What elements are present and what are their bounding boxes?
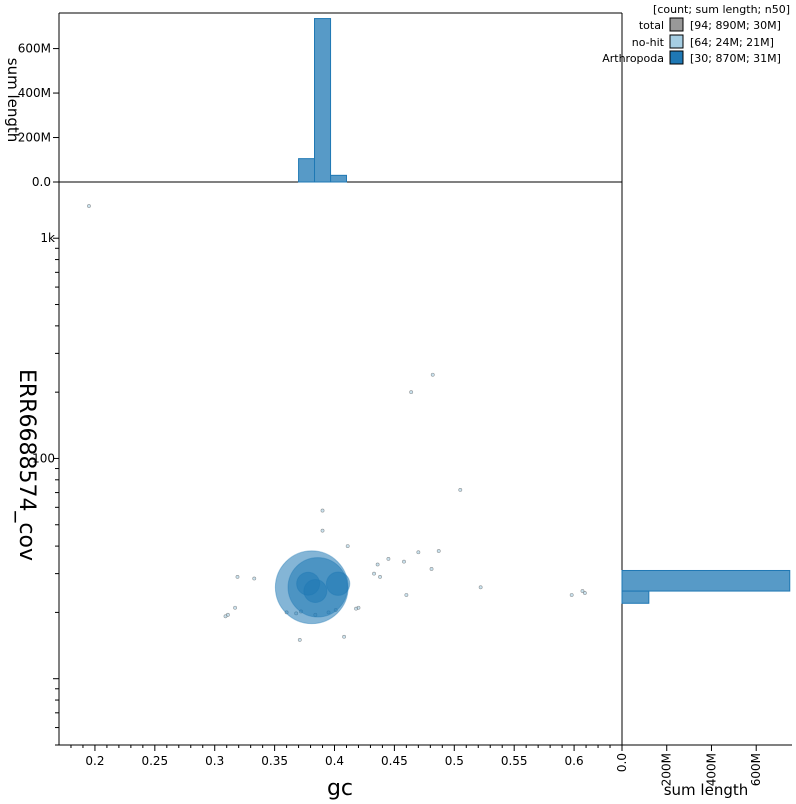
top-hist-bar <box>314 18 332 183</box>
no-hit-point <box>252 576 257 581</box>
legend-arthropoda-label: Arthropoda <box>602 52 664 65</box>
legend-nohit-stats: [64; 24M; 21M] <box>690 36 774 49</box>
y-axis-title: ERR6688574_cov <box>14 369 39 561</box>
x-tick-label: 0.6 <box>565 754 584 768</box>
no-hit-point <box>580 589 585 593</box>
no-hit-point <box>458 487 463 492</box>
top-hist-bar <box>330 174 347 183</box>
no-hit-point <box>582 591 587 595</box>
legend: [count; sum length; n50] total [94; 890M… <box>602 3 790 65</box>
no-hit-point <box>320 508 325 513</box>
no-hit-point <box>404 593 409 597</box>
legend-total-stats: [94; 890M; 30M] <box>690 19 781 32</box>
legend-arthropoda-stats: [30; 870M; 31M] <box>690 52 781 65</box>
no-hit-point <box>345 544 350 549</box>
no-hit-point <box>223 614 228 619</box>
no-hit-point <box>436 549 441 553</box>
right-hist-tick-label: 0.0 <box>615 753 629 772</box>
legend-total-label: total <box>639 19 664 32</box>
no-hit-point <box>386 556 391 561</box>
x-tick-label: 0.45 <box>381 754 408 768</box>
no-hit-point <box>320 528 325 533</box>
arthropoda-point <box>325 571 351 596</box>
no-hit-point <box>416 550 421 555</box>
no-hit-point <box>478 585 483 590</box>
no-hit-point <box>342 634 346 639</box>
right-hist-x-title: sum length <box>664 781 749 799</box>
right-histogram <box>621 569 791 604</box>
axis-ticks: 0.2 0.25 0.3 0.35 0.4 0.45 0.5 0.55 0.6 100 1k 0.0 2… <box>18 42 763 787</box>
no-hit-point <box>233 605 237 610</box>
right-hist-bar <box>621 569 791 592</box>
y-tick-label: 1k <box>40 231 55 245</box>
legend-total-swatch <box>669 17 684 32</box>
top-hist-bar <box>298 158 316 183</box>
scatter-points <box>87 204 587 642</box>
x-tick-label: 0.4 <box>325 754 344 768</box>
no-hit-point <box>235 574 240 579</box>
right-hist-bar <box>621 590 650 604</box>
no-hit-point <box>409 390 414 395</box>
right-hist-tick-label: 600M <box>749 753 763 786</box>
legend-nohit-swatch <box>669 34 684 49</box>
x-axis-title: gc <box>327 776 353 801</box>
x-tick-label: 0.35 <box>261 754 288 768</box>
legend-header: [count; sum length; n50] <box>653 3 790 16</box>
top-hist-tick-label: 400M <box>18 86 51 100</box>
y-tick-label: 100 <box>32 451 55 465</box>
no-hit-point <box>297 638 302 642</box>
no-hit-point <box>375 562 380 567</box>
no-hit-point <box>378 574 382 579</box>
right-hist-tick-label: 400M <box>704 753 718 786</box>
x-tick-label: 0.5 <box>445 754 464 768</box>
right-hist-tick-label: 200M <box>660 753 674 786</box>
top-hist-tick-label: 200M <box>18 131 51 145</box>
x-tick-label: 0.2 <box>85 754 104 768</box>
top-hist-y-title: sum length <box>4 58 22 143</box>
x-tick-label: 0.55 <box>501 754 528 768</box>
arthropoda-point <box>296 571 321 596</box>
x-tick-label: 0.25 <box>141 754 168 768</box>
no-hit-point <box>430 372 435 377</box>
no-hit-point <box>429 567 434 571</box>
top-hist-tick-label: 0.0 <box>32 175 51 189</box>
x-tick-label: 0.3 <box>205 754 224 768</box>
legend-nohit-label: no-hit <box>632 36 665 49</box>
top-histogram <box>298 18 347 183</box>
legend-arthropoda-swatch <box>669 50 684 65</box>
no-hit-point <box>372 571 376 576</box>
no-hit-point <box>402 559 406 564</box>
top-hist-tick-label: 600M <box>18 42 51 56</box>
no-hit-point <box>569 593 574 597</box>
no-hit-point <box>354 606 358 611</box>
no-hit-point <box>87 204 91 208</box>
